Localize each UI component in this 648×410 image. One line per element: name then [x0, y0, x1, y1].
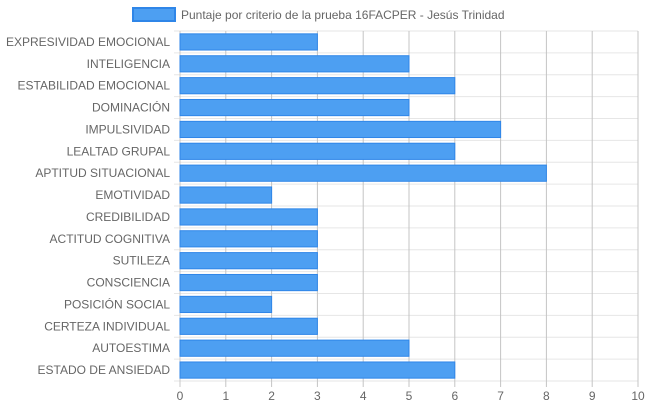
category-label: CONSCIENCIA — [87, 276, 170, 290]
category-label: INTELIGENCIA — [87, 57, 170, 71]
bar — [179, 339, 410, 357]
legend-swatch — [132, 7, 176, 22]
bar — [179, 77, 456, 95]
x-tick-label: 1 — [222, 389, 229, 403]
category-label: EMOTIVIDAD — [95, 188, 170, 202]
category-label: ESTADO DE ANSIEDAD — [38, 363, 171, 377]
x-tick-label: 8 — [543, 389, 550, 403]
bar — [179, 186, 273, 204]
category-label: ESTABILIDAD EMOCIONAL — [18, 79, 171, 93]
x-tick-label: 2 — [268, 389, 275, 403]
bar — [179, 164, 547, 182]
bar — [179, 120, 502, 139]
x-tick-label: 4 — [360, 389, 367, 403]
category-label: EXPRESIVIDAD EMOCIONAL — [6, 35, 170, 49]
category-label: ACTITUD COGNITIVA — [50, 232, 170, 246]
x-tick-label: 9 — [589, 389, 596, 403]
category-label: APTITUD SITUACIONAL — [35, 166, 170, 180]
category-label: SUTILEZA — [113, 254, 170, 268]
bar — [179, 295, 273, 314]
bar — [179, 208, 318, 226]
x-tick-label: 6 — [451, 389, 458, 403]
bar — [179, 55, 410, 73]
category-label: DOMINACIÓN — [92, 100, 170, 115]
category-label: POSICIÓN SOCIAL — [64, 296, 170, 311]
x-tick-label: 5 — [406, 389, 413, 403]
bar — [179, 33, 318, 51]
category-label: LEALTAD GRUPAL — [67, 144, 171, 158]
x-tick-label: 0 — [177, 389, 184, 403]
x-tick-label: 7 — [497, 389, 504, 403]
category-label: IMPULSIVIDAD — [85, 122, 170, 136]
bar — [179, 317, 318, 335]
category-label: CERTEZA INDIVIDUAL — [44, 319, 170, 333]
bar — [179, 98, 410, 117]
bar — [179, 361, 456, 379]
bar — [179, 230, 318, 248]
bar — [179, 273, 318, 292]
x-tick-label: 3 — [314, 389, 321, 403]
category-label: CREDIBILIDAD — [86, 210, 170, 224]
bar — [179, 252, 318, 270]
legend-label: Puntaje por criterio de la prueba 16FACP… — [181, 8, 505, 22]
category-label: AUTOESTIMA — [92, 341, 170, 355]
x-tick-label: 10 — [631, 389, 645, 403]
bar — [179, 142, 456, 160]
